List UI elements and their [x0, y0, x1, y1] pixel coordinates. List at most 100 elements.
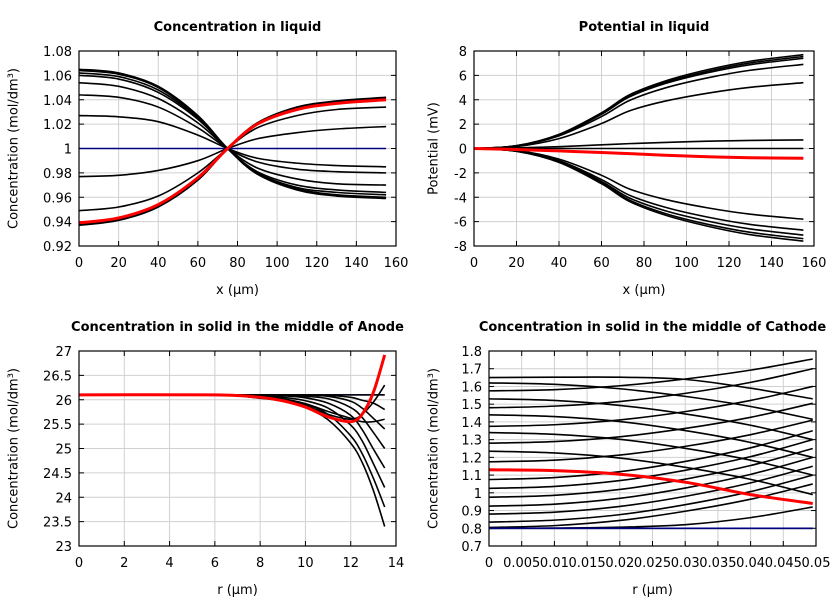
series-line [489, 450, 813, 496]
series-line-highlight [79, 354, 387, 424]
y-tick-label: 24 [55, 491, 72, 506]
series-line [489, 430, 813, 481]
series-line [474, 81, 804, 150]
series-line [489, 358, 813, 392]
y-tick-label: 0.9 [461, 505, 482, 520]
x-tick-label: 140 [759, 256, 784, 271]
y-tick-label: 1.1 [461, 469, 482, 484]
series-line [79, 393, 386, 449]
y-tick-label: 23.5 [43, 516, 72, 531]
y-tick-label: 6 [459, 69, 467, 84]
y-tick-label: 25 [55, 443, 72, 458]
y-tick-label: 26.5 [43, 369, 72, 384]
series-line [79, 68, 387, 200]
plot-frame [78, 350, 397, 547]
y-tick-label: 1.04 [43, 94, 72, 109]
x-tick-label: 100 [674, 256, 699, 271]
x-tick-label: 4 [165, 556, 173, 571]
y-tick-label: 26 [55, 394, 72, 409]
x-tick-label: 0 [485, 556, 493, 571]
x-tick-label: 20 [110, 256, 127, 271]
series-line-highlight [474, 147, 804, 160]
series-line-highlight [79, 98, 387, 225]
y-tick-label: 0.7 [461, 540, 482, 555]
x-tick-label: 0 [75, 256, 83, 271]
series-line [79, 69, 387, 199]
y-tick-label: 25.5 [43, 418, 72, 433]
series-line [489, 414, 813, 459]
y-tick-label: -6 [454, 216, 467, 231]
series-line [489, 465, 813, 515]
x-axis-label: x (µm) [216, 283, 259, 298]
series-line [474, 147, 804, 220]
x-tick-label: 160 [802, 256, 827, 271]
y-tick-label: 1.08 [43, 45, 72, 60]
series-line [79, 72, 387, 196]
y-tick-label: 0.96 [43, 191, 72, 206]
x-tick-label: 80 [229, 256, 246, 271]
x-tick-label: 12 [342, 556, 359, 571]
y-axis-label: Concentration (mol/dm³) [7, 368, 22, 529]
series-line [79, 394, 386, 469]
x-tick-label: 40 [150, 256, 167, 271]
x-tick-label: 0.025 [634, 556, 671, 571]
y-tick-label: 27 [55, 345, 72, 360]
x-tick-label: 60 [190, 256, 207, 271]
series-line [79, 393, 386, 508]
x-axis-label: r (µm) [632, 583, 673, 598]
x-tick-label: 0.02 [605, 556, 634, 571]
x-tick-label: 0 [75, 556, 83, 571]
series-line [489, 398, 813, 441]
y-tick-label: 1.2 [461, 451, 482, 466]
y-tick-label: 4 [459, 94, 467, 109]
y-tick-label: -4 [454, 191, 467, 206]
y-tick-label: 1.02 [43, 118, 72, 133]
x-tick-label: 10 [297, 556, 314, 571]
series-line [489, 385, 813, 428]
x-tick-label: 40 [551, 256, 568, 271]
y-tick-label: 0 [459, 143, 467, 158]
series-line [79, 94, 387, 174]
series-line [489, 419, 813, 463]
y-tick-label: 1.3 [461, 434, 482, 449]
x-tick-label: 6 [211, 556, 219, 571]
x-tick-label: 2 [120, 556, 128, 571]
series-line [489, 367, 813, 409]
series-line [489, 402, 813, 444]
x-tick-label: 140 [344, 256, 369, 271]
y-axis-label: Potential (mV) [427, 102, 442, 195]
series-line [489, 483, 813, 529]
x-tick-label: 20 [508, 256, 525, 271]
x-tick-label: 80 [636, 256, 653, 271]
chart-title: Concentration in liquid [154, 20, 322, 35]
chart-title: Potential in liquid [579, 20, 710, 35]
y-tick-label: 1.7 [461, 363, 482, 378]
subplot-1: Concentration in liquid 0 20 40 60 80 100 120 14… [7, 20, 409, 298]
series-line [489, 376, 813, 400]
x-tick-label: 8 [256, 556, 264, 571]
y-tick-label: 1.8 [461, 345, 482, 360]
x-axis-label: r (µm) [217, 583, 258, 598]
x-tick-label: 120 [717, 256, 742, 271]
series-line [474, 139, 804, 150]
x-tick-label: 0.04 [736, 556, 765, 571]
y-tick-label: 24.5 [43, 467, 72, 482]
x-tick-label: 120 [304, 256, 329, 271]
y-axis-label: Concentration (mol/dm³) [7, 68, 22, 229]
plot-frame [488, 350, 817, 547]
series-line [474, 53, 804, 150]
x-tick-label: 14 [388, 556, 405, 571]
x-tick-label: 0.035 [699, 556, 736, 571]
y-tick-label: 1 [474, 487, 482, 502]
series-line [474, 147, 804, 231]
chart-title: Concentration in solid in the middle of … [479, 320, 827, 335]
y-tick-label: 1 [64, 143, 72, 158]
y-tick-label: 2 [459, 118, 467, 133]
series-line [474, 57, 804, 150]
series-line [489, 431, 813, 476]
series-line [489, 456, 813, 507]
y-tick-label: 1.6 [461, 380, 482, 395]
plot-frame [473, 50, 815, 247]
subplot-4: Concentration in solid in the middle of … [427, 320, 831, 598]
